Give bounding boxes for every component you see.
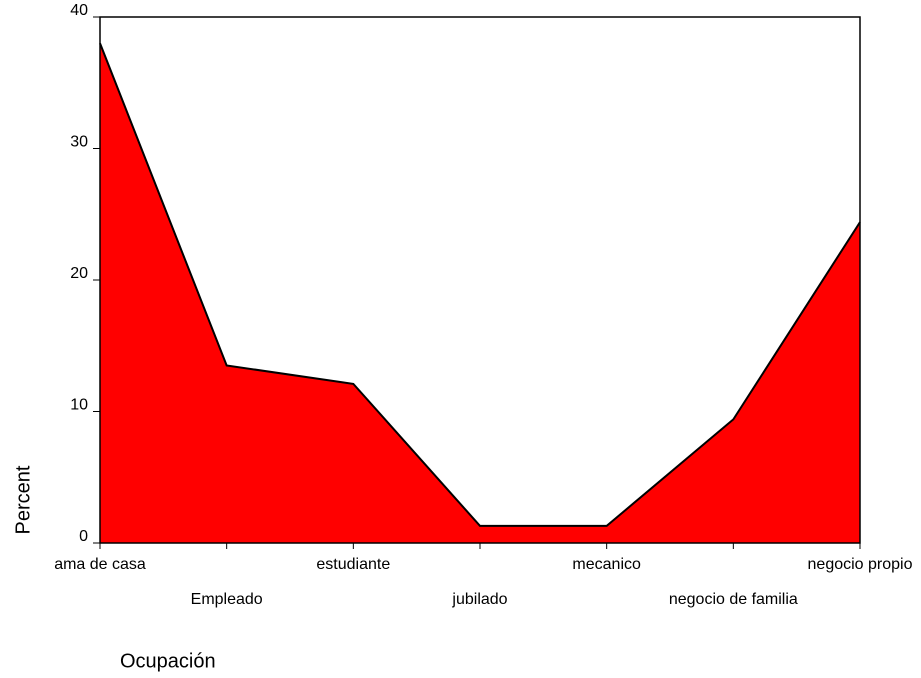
x-tick-label: jubilado	[451, 591, 507, 608]
x-tick-label: estudiante	[316, 556, 390, 573]
y-tick-label: 0	[79, 528, 88, 545]
x-tick-label: negocio de familia	[669, 591, 798, 608]
area-line	[99, 42, 861, 527]
y-tick-label: 20	[70, 265, 88, 282]
y-axis-label: Percent	[12, 465, 34, 534]
x-axis-label: Ocupación	[120, 650, 216, 672]
y-tick-label: 40	[70, 2, 88, 19]
x-tick-label: Empleado	[191, 591, 263, 608]
area	[100, 43, 860, 544]
y-tick-label: 10	[70, 397, 88, 414]
y-tick-label: 30	[70, 134, 88, 151]
x-tick-label: negocio propio	[808, 556, 913, 573]
x-tick-label: ama de casa	[54, 556, 146, 573]
x-tick-label: mecanico	[572, 556, 641, 573]
